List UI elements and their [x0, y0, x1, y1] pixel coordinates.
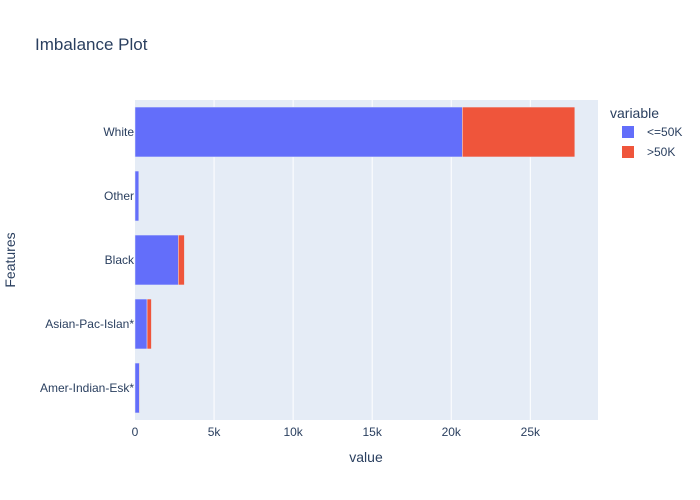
x-tick-label: 10k — [283, 425, 303, 439]
bar-le50k — [134, 234, 179, 286]
x-tick-label: 5k — [208, 425, 222, 439]
legend-swatch[interactable] — [622, 146, 634, 158]
legend-label[interactable]: >50K — [647, 145, 675, 159]
y-tick-label: Black — [105, 253, 135, 267]
y-tick-label: Asian-Pac-Islan* — [45, 317, 134, 331]
x-tick-label: 15k — [363, 425, 383, 439]
x-axis-ticks: 0 5k 10k 15k 20k 25k — [132, 425, 541, 439]
bar-le50k — [134, 298, 148, 350]
chart-title: Imbalance Plot — [35, 35, 148, 54]
bar-gt50k — [178, 234, 185, 286]
x-tick-label: 20k — [442, 425, 462, 439]
legend: variable <=50K >50K — [610, 105, 682, 159]
bars — [134, 106, 576, 414]
bar-le50k — [134, 170, 140, 222]
bar-gt50k — [139, 362, 141, 414]
legend-swatch[interactable] — [622, 126, 634, 138]
bar-le50k — [134, 106, 463, 158]
bar-le50k — [134, 362, 140, 414]
y-axis-ticks: Amer-Indian-Esk* Asian-Pac-Islan* Black Oth… — [40, 125, 135, 395]
bar-gt50k — [146, 298, 152, 350]
y-tick-label: White — [103, 125, 134, 139]
legend-label[interactable]: <=50K — [647, 125, 682, 139]
legend-title: variable — [610, 105, 659, 121]
y-axis-title: Features — [2, 232, 18, 287]
y-tick-label: Other — [104, 189, 134, 203]
bar-gt50k — [462, 106, 576, 158]
x-tick-label: 25k — [521, 425, 541, 439]
x-tick-label: 0 — [132, 425, 139, 439]
y-tick-label: Amer-Indian-Esk* — [40, 381, 134, 395]
x-axis-title: value — [349, 449, 383, 465]
